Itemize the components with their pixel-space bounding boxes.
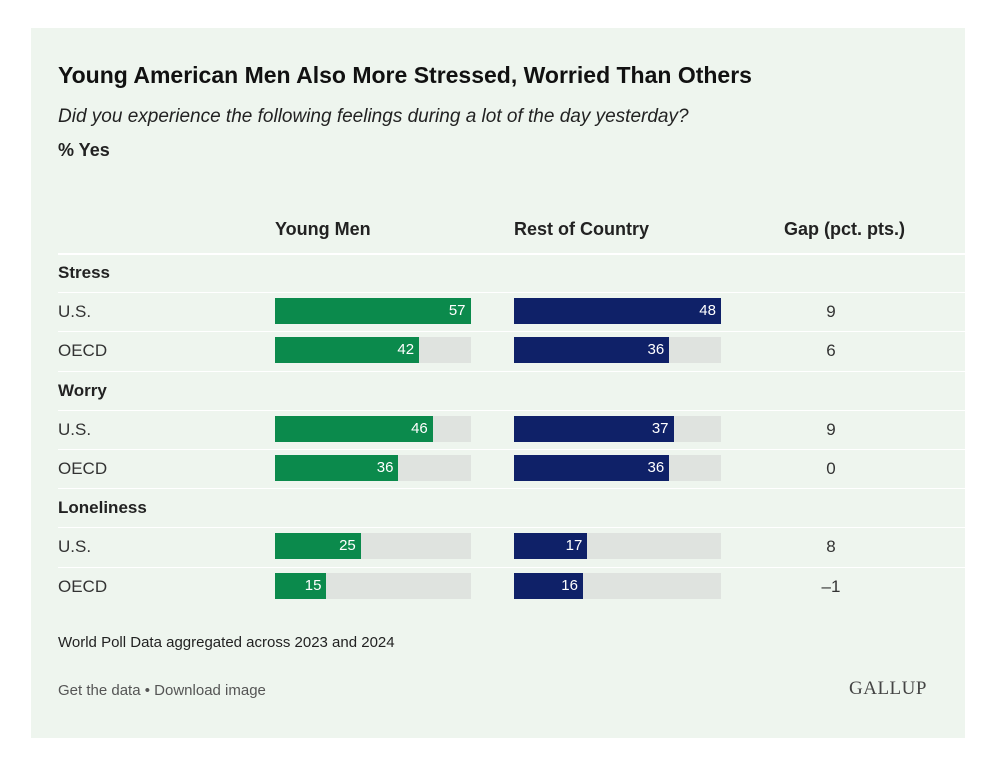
young-men-bar-track: 42	[275, 337, 471, 364]
group-label: Stress	[58, 263, 110, 282]
young-men-bar: 46	[275, 415, 433, 442]
column-header-young-men: Young Men	[275, 219, 371, 239]
rest-of-country-value-label: 17	[565, 537, 583, 555]
young-men-value-label: 25	[339, 537, 356, 555]
row-divider	[58, 449, 966, 450]
young-men-bar: 25	[275, 533, 361, 560]
row-divider	[58, 292, 966, 294]
young-men-bar-track: 57	[275, 298, 471, 325]
gallup-logo: GALLUP	[849, 678, 927, 699]
rest-of-country-bar: 36	[514, 337, 670, 364]
rest-of-country-value-label: 16	[561, 576, 578, 594]
row-label: U.S.	[58, 302, 92, 322]
young-men-value-label: 42	[397, 341, 415, 359]
rest-of-country-bar: 17	[514, 533, 588, 560]
rest-of-country-bar: 36	[514, 455, 670, 481]
gap-value: 9	[826, 419, 836, 439]
gap-value: 0	[826, 459, 836, 478]
rest-of-country-value-label: 36	[647, 459, 665, 476]
gap-value: 9	[826, 302, 836, 322]
young-men-value-label: 46	[411, 419, 428, 437]
row-divider	[58, 409, 966, 411]
download-image-link[interactable]: Download image	[154, 682, 266, 699]
young-men-bar: 42	[275, 337, 420, 364]
header-divider	[58, 253, 966, 255]
rest-of-country-value-label: 48	[699, 302, 716, 320]
rest-of-country-bar: 16	[514, 572, 583, 599]
link-separator: •	[144, 682, 150, 699]
young-men-bar-track: 25	[275, 533, 471, 560]
row-label: U.S.	[58, 537, 92, 557]
gap-value: –1	[821, 576, 841, 596]
column-header-gap: Gap (pct. pts.)	[784, 219, 905, 239]
footer-links: Get the data • Download image	[58, 682, 266, 699]
rest-of-country-bar-track: 36	[514, 337, 721, 364]
row-divider	[58, 527, 966, 529]
rest-of-country-bar-track: 16	[514, 572, 721, 599]
gap-value: 8	[826, 537, 836, 557]
footnote: World Poll Data aggregated across 2023 a…	[58, 634, 395, 651]
rest-of-country-bar: 37	[514, 415, 674, 442]
rest-of-country-value-label: 36	[647, 341, 665, 359]
young-men-bar: 15	[275, 572, 327, 599]
row-divider	[58, 331, 966, 333]
young-men-bar: 57	[275, 298, 471, 325]
rest-of-country-bar: 48	[514, 298, 721, 325]
rest-of-country-value-label: 37	[651, 419, 669, 437]
young-men-bar-track: 46	[275, 415, 471, 442]
rest-of-country-bar-track: 48	[514, 298, 721, 325]
gap-value: 6	[826, 341, 836, 361]
rest-of-country-bar-track: 37	[514, 415, 721, 442]
get-data-link[interactable]: Get the data	[58, 682, 141, 699]
row-divider	[58, 488, 966, 490]
row-label: OECD	[58, 576, 108, 596]
rest-of-country-bar-track: 36	[514, 455, 721, 481]
row-label: OECD	[58, 459, 108, 478]
young-men-value-label: 15	[304, 576, 322, 594]
row-label: OECD	[58, 341, 108, 361]
column-header-rest-of-country: Rest of Country	[514, 219, 649, 239]
chart-title: Young American Men Also More Stressed, W…	[58, 62, 752, 88]
group-label: Worry	[58, 380, 107, 400]
rest-of-country-bar-track: 17	[514, 533, 721, 560]
row-divider	[58, 370, 966, 372]
chart-card: Young American Men Also More Stressed, W…	[31, 28, 966, 738]
young-men-value-label: 57	[448, 302, 466, 320]
young-men-bar-track: 15	[275, 572, 471, 599]
young-men-value-label: 36	[376, 459, 394, 476]
unit-label: % Yes	[58, 140, 110, 160]
row-divider	[58, 566, 966, 568]
chart-subtitle: Did you experience the following feeling…	[58, 106, 689, 127]
young-men-bar-track: 36	[275, 455, 471, 481]
young-men-bar: 36	[275, 455, 399, 481]
group-label: Loneliness	[58, 498, 147, 518]
row-label: U.S.	[58, 419, 92, 439]
